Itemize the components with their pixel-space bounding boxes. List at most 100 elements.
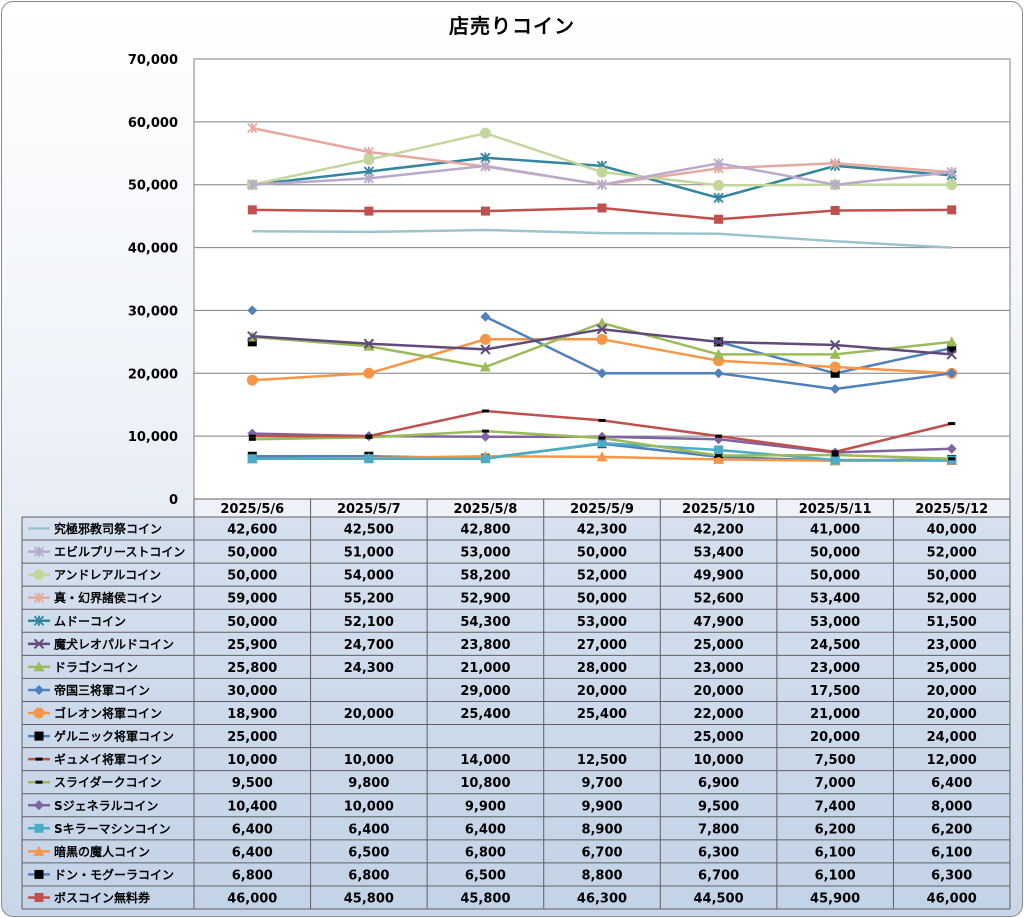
data-label: 9,500: [232, 776, 273, 791]
legend-key: [28, 661, 50, 672]
data-label: 24,000: [927, 730, 977, 745]
data-label: 52,000: [927, 592, 977, 607]
data-label: 23,000: [927, 638, 977, 653]
data-point: [247, 337, 257, 347]
data-label: 45,900: [810, 891, 860, 906]
data-label: 25,000: [227, 730, 277, 745]
data-label: 52,000: [577, 569, 627, 584]
data-point: [829, 361, 841, 373]
data-point: [946, 443, 957, 454]
data-label: 8,000: [931, 799, 972, 814]
data-table-bg: [22, 517, 1010, 910]
x-tick-label: 2025/5/12: [915, 502, 988, 517]
data-point: [247, 123, 258, 134]
data-label: 6,700: [698, 868, 739, 883]
data-label: 58,200: [460, 569, 510, 584]
data-label: 20,000: [927, 707, 977, 722]
data-point: [713, 192, 724, 204]
data-label: 10,000: [344, 799, 394, 814]
legend-key: [28, 546, 50, 557]
data-label: 46,000: [227, 891, 277, 906]
legend-key: [28, 731, 50, 741]
data-point: [946, 167, 957, 178]
data-point: [830, 455, 840, 465]
data-point: [831, 453, 839, 457]
data-label: 7,500: [815, 753, 856, 768]
data-label: 21,000: [810, 707, 860, 722]
data-point: [34, 892, 44, 902]
data-label: 20,000: [810, 730, 860, 745]
series-label: Sジェネラルコイン: [54, 799, 158, 813]
data-point: [481, 429, 489, 433]
x-tick-label: 2025/5/9: [570, 502, 634, 517]
data-point: [363, 340, 375, 351]
data-point: [947, 343, 957, 353]
data-point: [34, 800, 44, 811]
data-label: 6,100: [931, 845, 972, 860]
chart-title: 店売りコイン: [449, 14, 575, 38]
data-point: [596, 179, 608, 190]
data-point: [830, 205, 840, 215]
data-point: [35, 757, 43, 761]
data-point: [34, 869, 44, 879]
data-label: 6,500: [348, 845, 389, 860]
data-label: 14,000: [460, 753, 510, 768]
series-label: 帝国三将軍コイン: [54, 682, 150, 697]
data-point: [713, 348, 725, 359]
data-label: 46,000: [927, 891, 977, 906]
data-label: 6,100: [815, 868, 856, 883]
data-label: 6,400: [931, 776, 972, 791]
data-label: 10,000: [227, 753, 277, 768]
data-point: [596, 317, 608, 328]
series-label: アンドレアルコイン: [54, 568, 161, 582]
data-point: [596, 333, 608, 345]
data-label: 23,800: [460, 638, 510, 653]
data-label: 20,000: [577, 684, 627, 699]
data-point: [597, 203, 607, 213]
data-point: [34, 823, 44, 833]
series-label: ゴレオン将軍コイン: [54, 706, 162, 721]
data-label: 17,500: [810, 684, 860, 699]
data-point: [830, 158, 841, 169]
data-label: 50,000: [810, 546, 860, 561]
data-label: 10,400: [227, 799, 277, 814]
data-label: 54,300: [460, 615, 510, 630]
data-label: 21,000: [460, 661, 510, 676]
y-tick-label: 30,000: [128, 304, 178, 319]
data-label: 20,000: [344, 707, 394, 722]
data-point: [33, 592, 45, 603]
data-label: 6,400: [232, 845, 273, 860]
data-label: 12,500: [577, 753, 627, 768]
y-tick-label: 40,000: [128, 242, 178, 257]
data-point: [363, 173, 374, 184]
data-label: 50,000: [577, 546, 627, 561]
data-point: [34, 731, 44, 741]
data-point: [946, 349, 957, 360]
data-label: 6,400: [465, 822, 506, 837]
data-point: [246, 374, 258, 386]
data-label: 40,000: [927, 523, 977, 538]
data-point: [714, 214, 724, 224]
x-tick-label: 2025/5/6: [220, 502, 284, 517]
data-point: [713, 179, 725, 191]
data-point: [365, 434, 373, 438]
data-label: 18,900: [227, 707, 277, 722]
data-point: [713, 453, 725, 464]
legend-key: [28, 592, 50, 603]
data-label: 42,500: [344, 523, 394, 538]
data-label: 25,800: [227, 661, 277, 676]
data-point: [596, 324, 608, 335]
data-point: [480, 160, 491, 171]
data-point: [33, 569, 45, 581]
data-label: 25,000: [693, 638, 743, 653]
data-label: 6,200: [931, 822, 972, 837]
series-11: [248, 409, 956, 454]
legend-key: [28, 869, 50, 879]
data-label: 53,000: [577, 615, 627, 630]
data-label: 42,300: [577, 523, 627, 538]
series-label: 真・幻界諸侯コイン: [54, 590, 162, 605]
series-6: [247, 324, 957, 360]
series-17: [247, 203, 957, 224]
legend-key: [28, 757, 50, 761]
